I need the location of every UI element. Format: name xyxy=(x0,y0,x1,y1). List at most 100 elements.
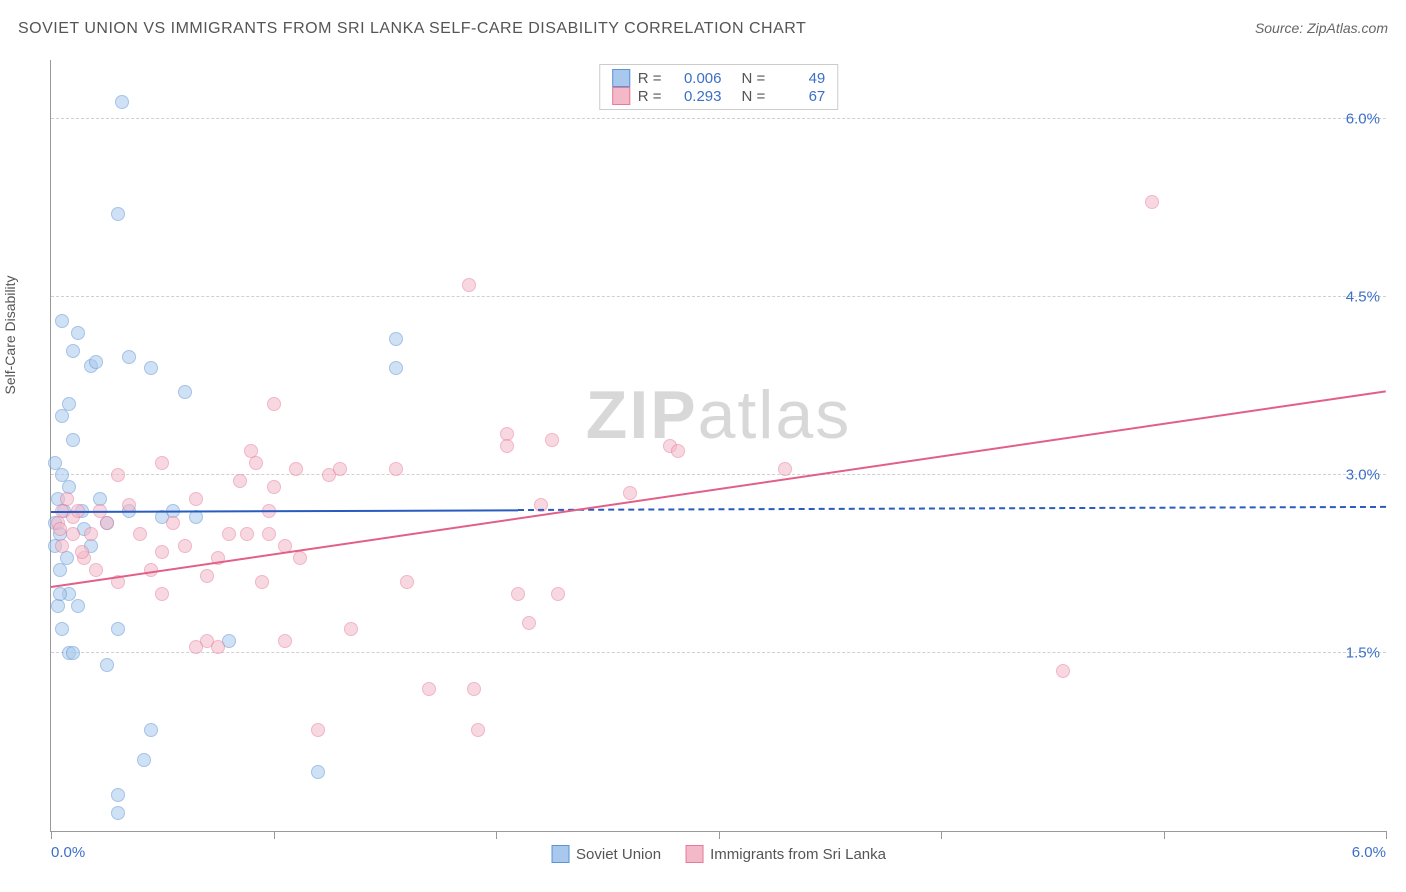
y-tick-label: 3.0% xyxy=(1346,467,1380,484)
y-axis-label: Self-Care Disability xyxy=(2,275,18,394)
data-point xyxy=(233,474,247,488)
legend-r-value: 0.006 xyxy=(670,70,722,87)
data-point xyxy=(671,444,685,458)
data-point xyxy=(55,539,69,553)
data-point xyxy=(66,527,80,541)
x-tick xyxy=(496,831,497,839)
legend-series-label: Immigrants from Sri Lanka xyxy=(710,846,886,863)
data-point xyxy=(144,361,158,375)
x-tick xyxy=(1386,831,1387,839)
data-point xyxy=(471,723,485,737)
x-tick-label-max: 6.0% xyxy=(1352,844,1386,861)
legend-series: Soviet Union Immigrants from Sri Lanka xyxy=(551,845,886,863)
legend-series-label: Soviet Union xyxy=(576,846,661,863)
data-point xyxy=(178,385,192,399)
trend-line xyxy=(51,390,1386,588)
legend-series-item: Soviet Union xyxy=(551,845,661,863)
gridline xyxy=(51,474,1386,475)
data-point xyxy=(311,723,325,737)
legend-n-value: 49 xyxy=(773,70,825,87)
data-point xyxy=(71,599,85,613)
y-tick-label: 1.5% xyxy=(1346,645,1380,662)
data-point xyxy=(240,527,254,541)
data-point xyxy=(115,95,129,109)
data-point xyxy=(400,575,414,589)
data-point xyxy=(66,344,80,358)
data-point xyxy=(389,462,403,476)
data-point xyxy=(100,658,114,672)
data-point xyxy=(522,616,536,630)
data-point xyxy=(155,587,169,601)
x-tick xyxy=(274,831,275,839)
data-point xyxy=(89,563,103,577)
data-point xyxy=(166,516,180,530)
data-point xyxy=(155,545,169,559)
data-point xyxy=(89,355,103,369)
legend-n-label: N = xyxy=(742,70,766,87)
x-tick xyxy=(941,831,942,839)
data-point xyxy=(500,439,514,453)
gridline xyxy=(51,652,1386,653)
legend-swatch xyxy=(551,845,569,863)
legend-r-label: R = xyxy=(638,70,662,87)
data-point xyxy=(66,433,80,447)
source-value: ZipAtlas.com xyxy=(1307,20,1388,36)
data-point xyxy=(462,278,476,292)
data-point xyxy=(84,527,98,541)
data-point xyxy=(178,539,192,553)
data-point xyxy=(48,456,62,470)
data-point xyxy=(155,456,169,470)
data-point xyxy=(111,788,125,802)
x-tick xyxy=(719,831,720,839)
legend-stat-row: R =0.293N =67 xyxy=(612,87,826,105)
data-point xyxy=(137,753,151,767)
data-point xyxy=(55,314,69,328)
trend-line-dashed xyxy=(518,506,1386,511)
data-point xyxy=(311,765,325,779)
data-point xyxy=(111,806,125,820)
x-tick-label-min: 0.0% xyxy=(51,844,85,861)
source-label: Source: xyxy=(1255,20,1303,36)
data-point xyxy=(200,569,214,583)
data-point xyxy=(333,462,347,476)
data-point xyxy=(778,462,792,476)
data-point xyxy=(53,522,67,536)
data-point xyxy=(1056,664,1070,678)
data-point xyxy=(53,587,67,601)
x-tick xyxy=(51,831,52,839)
x-tick xyxy=(1164,831,1165,839)
watermark-text: ZIPatlas xyxy=(586,376,851,454)
data-point xyxy=(389,332,403,346)
watermark-bold: ZIP xyxy=(586,377,698,453)
legend-swatch xyxy=(612,87,630,105)
data-point xyxy=(511,587,525,601)
legend-series-item: Immigrants from Sri Lanka xyxy=(685,845,886,863)
watermark-rest: atlas xyxy=(698,377,852,453)
chart-title: SOVIET UNION VS IMMIGRANTS FROM SRI LANK… xyxy=(18,20,806,38)
data-point xyxy=(111,468,125,482)
data-point xyxy=(60,492,74,506)
data-point xyxy=(62,397,76,411)
data-point xyxy=(71,326,85,340)
data-point xyxy=(222,527,236,541)
data-point xyxy=(111,207,125,221)
data-point xyxy=(267,480,281,494)
legend-n-value: 67 xyxy=(773,88,825,105)
data-point xyxy=(211,640,225,654)
y-tick-label: 4.5% xyxy=(1346,289,1380,306)
legend-r-label: R = xyxy=(638,88,662,105)
data-point xyxy=(255,575,269,589)
gridline xyxy=(51,118,1386,119)
legend-swatch xyxy=(685,845,703,863)
data-point xyxy=(189,492,203,506)
data-point xyxy=(66,646,80,660)
legend-stat-row: R = 0.006 N = 49 xyxy=(612,69,826,87)
gridline xyxy=(51,296,1386,297)
data-point xyxy=(55,622,69,636)
data-point xyxy=(262,527,276,541)
data-point xyxy=(122,350,136,364)
data-point xyxy=(133,527,147,541)
y-tick-label: 6.0% xyxy=(1346,111,1380,128)
data-point xyxy=(111,622,125,636)
data-point xyxy=(278,634,292,648)
